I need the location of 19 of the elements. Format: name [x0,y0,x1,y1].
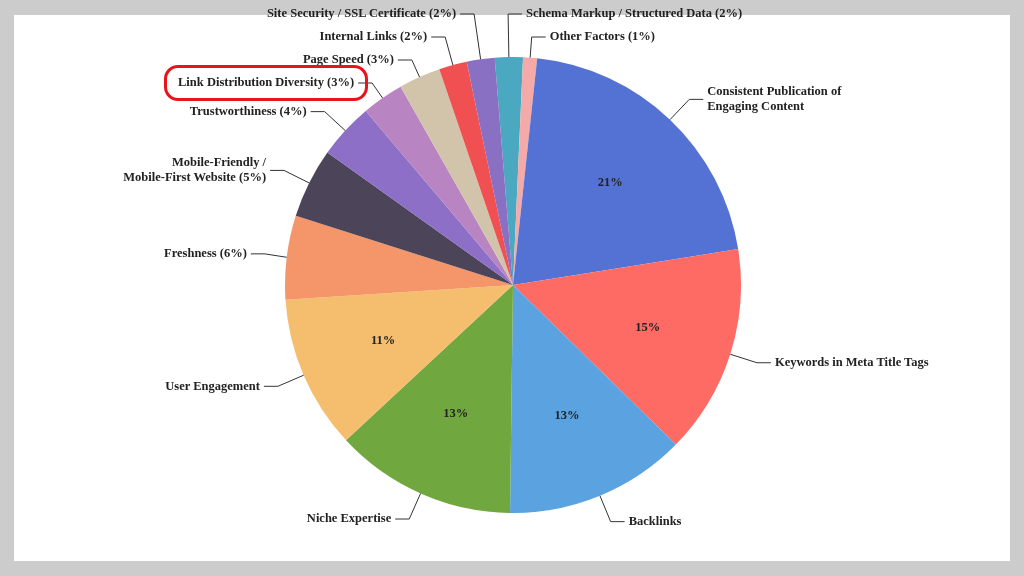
slice-label: Link Distribution Diversity (3%) [178,75,355,90]
data-label: 15% [635,320,661,335]
slice-label: Site Security / SSL Certificate (2%) [266,6,457,21]
slice-label: Internal Links (2%) [319,29,428,44]
slice-label: User Engagement [165,378,261,393]
slice-label: Page Speed (3%) [302,52,394,67]
slice-label: Backlinks [628,513,682,528]
data-label: 11% [371,333,396,348]
slice-label: Niche Expertise [306,511,392,526]
slice-label: Consistent Publication of Engaging Content [707,84,843,114]
slice-label: Keywords in Meta Title Tags [774,354,929,369]
slice-label: Freshness (6%) [164,246,247,261]
slice-label: Schema Markup / Structured Data (2%) [526,6,743,21]
data-label: 13% [443,406,469,421]
slice-label: Mobile-Friendly / Mobile-First Website (5%) [123,155,267,185]
data-label: 13% [554,407,580,422]
slice-label: Other Factors (1%) [549,29,655,44]
data-label: 21% [597,174,623,189]
slice-label: Trustworthiness (4%) [189,103,307,118]
